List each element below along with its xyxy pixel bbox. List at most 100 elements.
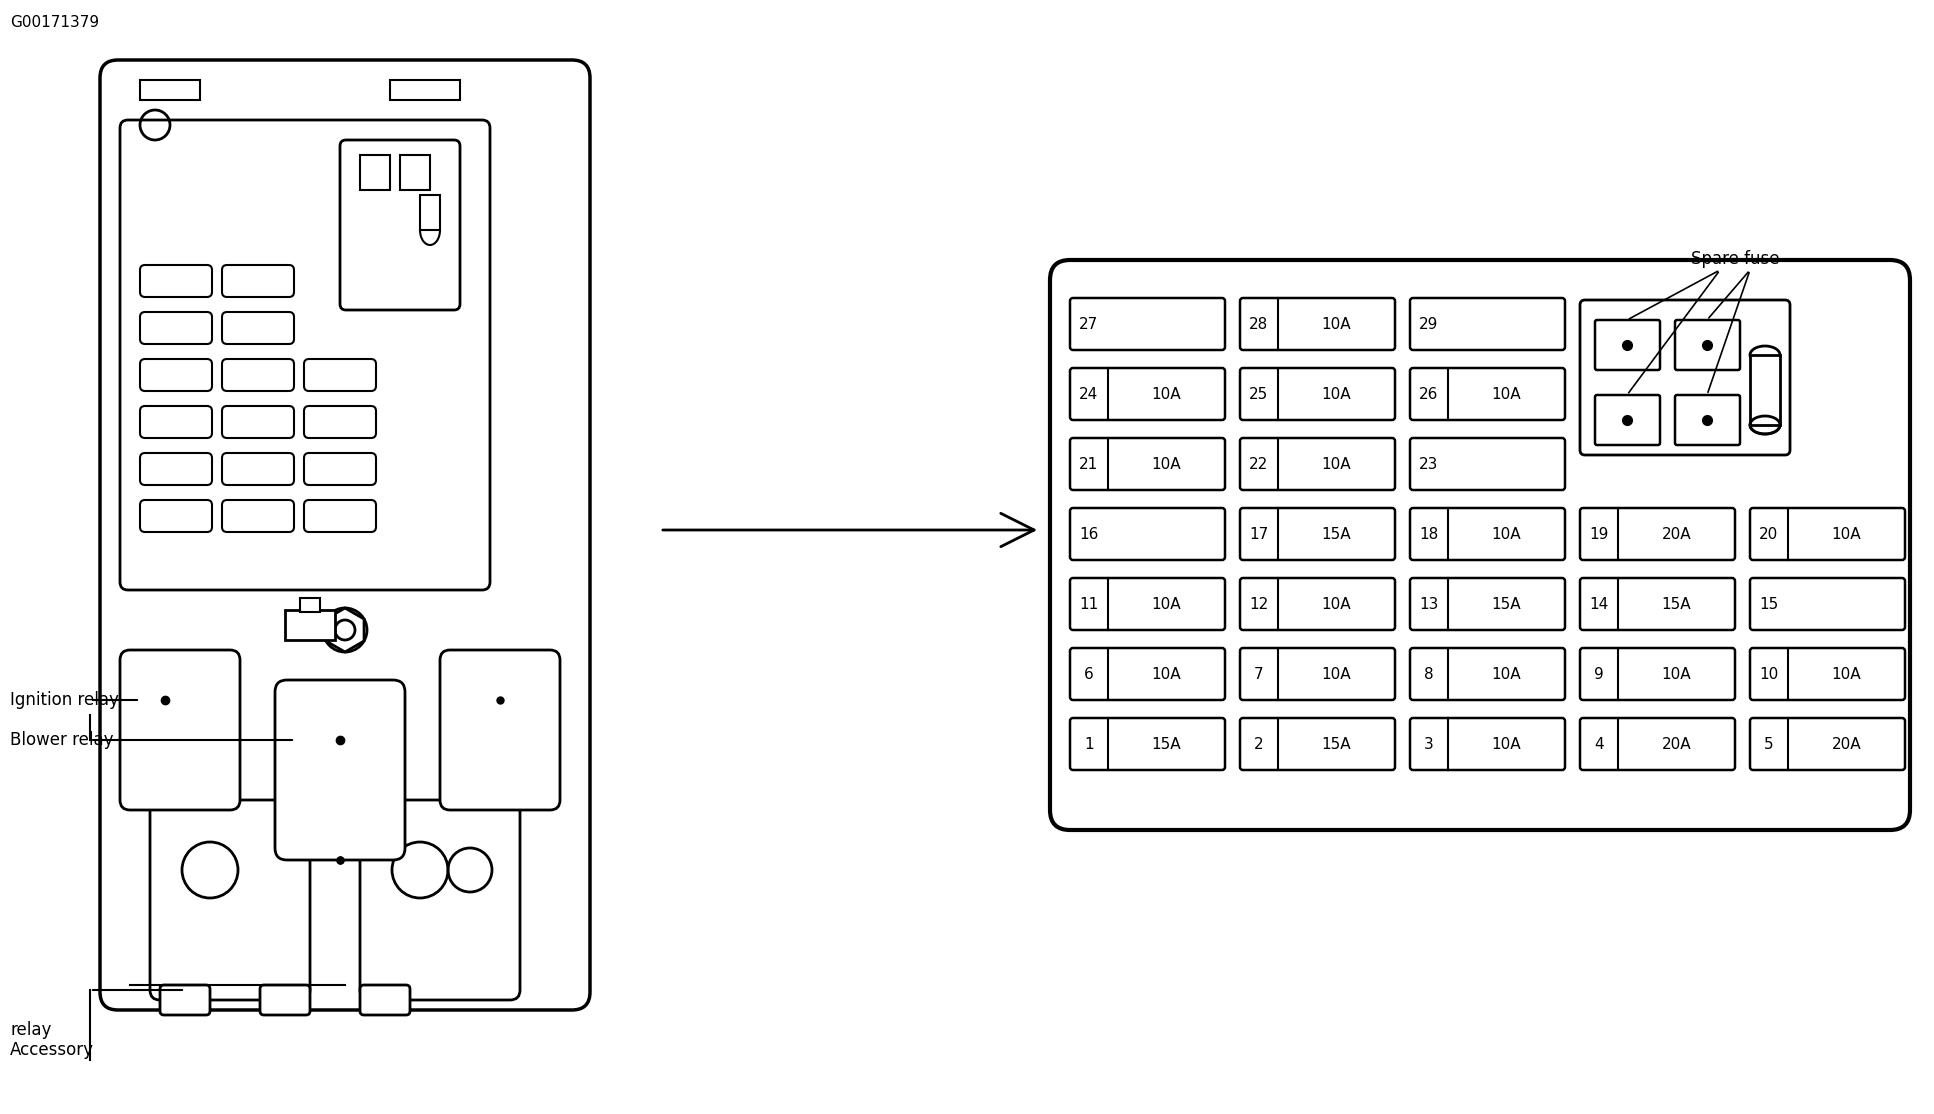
Text: 10A: 10A xyxy=(1491,736,1522,752)
FancyBboxPatch shape xyxy=(1050,260,1911,830)
Text: 15A: 15A xyxy=(1321,736,1352,752)
Text: 20: 20 xyxy=(1760,527,1779,541)
Text: relay: relay xyxy=(10,1022,52,1039)
Text: 10A: 10A xyxy=(1151,387,1182,401)
FancyBboxPatch shape xyxy=(139,359,213,391)
FancyBboxPatch shape xyxy=(1240,508,1394,560)
Text: 4: 4 xyxy=(1594,736,1603,752)
FancyBboxPatch shape xyxy=(1240,299,1394,350)
FancyBboxPatch shape xyxy=(1070,508,1224,560)
Text: 9: 9 xyxy=(1594,666,1603,682)
FancyBboxPatch shape xyxy=(222,453,294,485)
FancyBboxPatch shape xyxy=(101,60,590,1010)
Text: 27: 27 xyxy=(1079,316,1099,332)
Text: 25: 25 xyxy=(1249,387,1269,401)
Text: 10A: 10A xyxy=(1661,666,1692,682)
FancyBboxPatch shape xyxy=(1070,648,1224,700)
FancyBboxPatch shape xyxy=(441,649,561,810)
FancyBboxPatch shape xyxy=(1750,648,1905,700)
Bar xyxy=(391,80,460,100)
FancyBboxPatch shape xyxy=(1070,719,1224,770)
FancyBboxPatch shape xyxy=(304,405,375,438)
Text: 5: 5 xyxy=(1764,736,1773,752)
Text: 2: 2 xyxy=(1253,736,1263,752)
Text: Ignition relay: Ignition relay xyxy=(10,691,118,709)
FancyBboxPatch shape xyxy=(1410,578,1565,631)
Bar xyxy=(139,80,199,100)
FancyBboxPatch shape xyxy=(360,985,410,1015)
Text: 10A: 10A xyxy=(1151,457,1182,471)
FancyBboxPatch shape xyxy=(222,359,294,391)
FancyBboxPatch shape xyxy=(304,453,375,485)
Text: 12: 12 xyxy=(1249,596,1269,612)
Text: 18: 18 xyxy=(1420,527,1439,541)
FancyBboxPatch shape xyxy=(1410,648,1565,700)
FancyBboxPatch shape xyxy=(1410,368,1565,420)
Text: 13: 13 xyxy=(1420,596,1439,612)
Text: 6: 6 xyxy=(1085,666,1095,682)
Text: 10: 10 xyxy=(1760,666,1779,682)
FancyBboxPatch shape xyxy=(222,312,294,344)
FancyBboxPatch shape xyxy=(161,985,211,1015)
FancyBboxPatch shape xyxy=(1410,299,1565,350)
Text: 10A: 10A xyxy=(1491,387,1522,401)
FancyBboxPatch shape xyxy=(1580,508,1735,560)
FancyBboxPatch shape xyxy=(1410,438,1565,490)
Text: 10A: 10A xyxy=(1321,666,1352,682)
FancyBboxPatch shape xyxy=(1070,578,1224,631)
FancyBboxPatch shape xyxy=(1750,719,1905,770)
Bar xyxy=(300,598,319,612)
Text: Spare fuse: Spare fuse xyxy=(1690,250,1779,268)
FancyBboxPatch shape xyxy=(1070,299,1224,350)
FancyBboxPatch shape xyxy=(1750,578,1905,631)
Bar xyxy=(420,195,441,229)
FancyBboxPatch shape xyxy=(1240,648,1394,700)
FancyBboxPatch shape xyxy=(1580,578,1735,631)
Text: 28: 28 xyxy=(1249,316,1269,332)
Text: 10A: 10A xyxy=(1321,596,1352,612)
Text: 11: 11 xyxy=(1079,596,1099,612)
Text: G00171379: G00171379 xyxy=(10,14,99,30)
FancyBboxPatch shape xyxy=(1240,578,1394,631)
FancyBboxPatch shape xyxy=(1240,438,1394,490)
FancyBboxPatch shape xyxy=(1675,320,1741,370)
Text: 20A: 20A xyxy=(1831,736,1861,752)
FancyBboxPatch shape xyxy=(1580,300,1791,455)
FancyBboxPatch shape xyxy=(1070,368,1224,420)
Bar xyxy=(1750,355,1779,426)
FancyBboxPatch shape xyxy=(222,405,294,438)
FancyBboxPatch shape xyxy=(139,265,213,297)
Text: 10A: 10A xyxy=(1321,387,1352,401)
Text: Accessory: Accessory xyxy=(10,1040,95,1059)
FancyBboxPatch shape xyxy=(1410,719,1565,770)
FancyBboxPatch shape xyxy=(1596,320,1659,370)
FancyBboxPatch shape xyxy=(1675,395,1741,444)
FancyBboxPatch shape xyxy=(259,985,309,1015)
FancyBboxPatch shape xyxy=(139,312,213,344)
Text: 10A: 10A xyxy=(1151,666,1182,682)
FancyBboxPatch shape xyxy=(360,800,520,1000)
Text: 23: 23 xyxy=(1420,457,1439,471)
Text: 15A: 15A xyxy=(1321,527,1352,541)
Bar xyxy=(360,155,391,190)
Text: 19: 19 xyxy=(1590,527,1609,541)
FancyBboxPatch shape xyxy=(304,359,375,391)
Text: 8: 8 xyxy=(1423,666,1433,682)
Text: 29: 29 xyxy=(1420,316,1439,332)
FancyBboxPatch shape xyxy=(1580,648,1735,700)
FancyBboxPatch shape xyxy=(222,265,294,297)
FancyBboxPatch shape xyxy=(222,500,294,532)
Text: 10A: 10A xyxy=(1491,527,1522,541)
Text: 15A: 15A xyxy=(1491,596,1522,612)
Text: 10A: 10A xyxy=(1491,666,1522,682)
Text: 24: 24 xyxy=(1079,387,1099,401)
Text: 14: 14 xyxy=(1590,596,1609,612)
FancyBboxPatch shape xyxy=(151,800,309,1000)
Text: 10A: 10A xyxy=(1321,316,1352,332)
FancyBboxPatch shape xyxy=(1240,368,1394,420)
Text: 16: 16 xyxy=(1079,527,1099,541)
FancyBboxPatch shape xyxy=(1580,719,1735,770)
Text: 21: 21 xyxy=(1079,457,1099,471)
Text: 10A: 10A xyxy=(1321,457,1352,471)
Text: 10A: 10A xyxy=(1831,527,1861,541)
